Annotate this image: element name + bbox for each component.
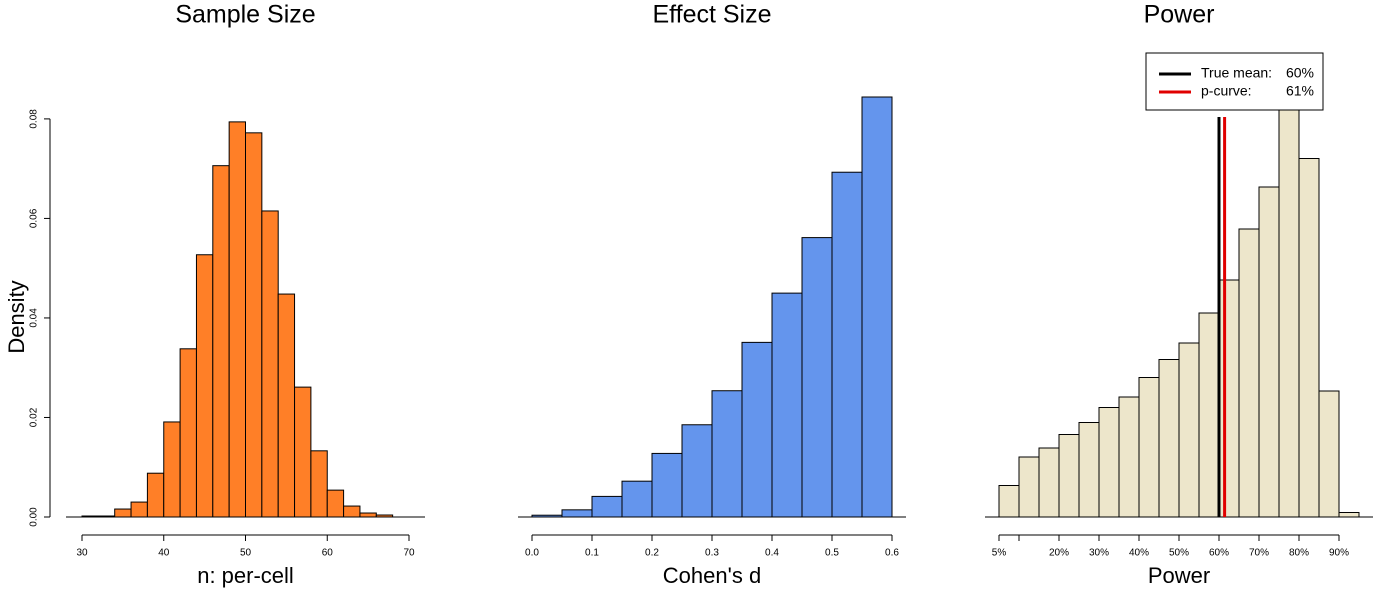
bar [711, 390, 743, 518]
x-tick-label: 20% [1049, 548, 1069, 559]
bar [1018, 456, 1040, 518]
bar [359, 512, 377, 518]
bar [1338, 512, 1360, 518]
bar [1038, 447, 1060, 518]
bar [245, 132, 263, 518]
x-tick-label: 30 [76, 548, 88, 559]
x-tick-label: 0.2 [645, 548, 659, 559]
bar [1218, 279, 1240, 518]
bar [771, 292, 803, 518]
bar [1298, 158, 1320, 518]
legend-box [1145, 52, 1324, 111]
bar [261, 210, 279, 518]
x-tick-label: 40% [1129, 548, 1149, 559]
legend-label: p-curve: [1201, 83, 1252, 99]
bar [326, 489, 345, 518]
bar [1098, 407, 1120, 518]
x-tick-label: 0.5 [825, 548, 839, 559]
bar [591, 495, 623, 518]
bar [1198, 312, 1220, 518]
bar [114, 508, 132, 518]
bar [1278, 104, 1300, 518]
x-axis-title: n: per-cell [197, 563, 294, 588]
bar [651, 452, 683, 518]
bar [277, 293, 296, 518]
legend-value: 61% [1286, 83, 1314, 99]
bar [861, 96, 893, 518]
x-tick-label: 0.3 [705, 548, 719, 559]
bar [146, 472, 165, 518]
chart-title: Sample Size [175, 1, 315, 29]
y-axis-title: Density [4, 280, 29, 353]
bar [1158, 359, 1180, 518]
bar [1318, 390, 1340, 518]
bar [1118, 396, 1140, 518]
bar [81, 515, 99, 518]
bar [1238, 228, 1260, 518]
bar [375, 514, 394, 518]
x-tick-label: 90% [1329, 548, 1349, 559]
x-tick-label: 70% [1249, 548, 1269, 559]
x-axis-title: Power [1148, 563, 1210, 588]
bar [1138, 377, 1160, 518]
x-tick-label: 50 [240, 548, 252, 559]
bar [531, 514, 563, 518]
bar [741, 341, 773, 518]
y-tick-label: 0.06 [29, 208, 40, 228]
y-tick-label: 0.08 [29, 109, 40, 129]
bar [343, 505, 361, 518]
bar [801, 237, 833, 518]
bar [163, 421, 181, 518]
bar [294, 386, 312, 518]
x-tick-label: 70 [403, 548, 415, 559]
y-tick-label: 0.00 [29, 507, 40, 527]
bar [1058, 434, 1080, 518]
bar [212, 165, 230, 518]
bar [1078, 422, 1100, 518]
y-tick-label: 0.02 [29, 407, 40, 427]
x-tick-label: 50% [1169, 548, 1189, 559]
legend-label: True mean: [1201, 65, 1272, 81]
bar [1258, 186, 1280, 518]
chart-title: Power [1144, 1, 1215, 29]
bar [998, 485, 1020, 518]
bar [1178, 342, 1200, 518]
x-tick-label: 5% [992, 548, 1007, 559]
bar [97, 515, 116, 518]
x-tick-label: 80% [1289, 548, 1309, 559]
legend-value: 60% [1286, 65, 1314, 81]
x-tick-label: 0.4 [765, 548, 779, 559]
bar [831, 171, 863, 518]
bar [561, 509, 593, 518]
bar [621, 480, 653, 518]
bar [681, 424, 713, 518]
x-tick-label: 0.0 [525, 548, 539, 559]
x-tick-label: 0.6 [885, 548, 899, 559]
bar [228, 121, 246, 518]
bar [195, 254, 214, 518]
bar [179, 348, 197, 518]
chart-title: Effect Size [652, 1, 771, 29]
x-tick-label: 60% [1209, 548, 1229, 559]
y-tick-label: 0.04 [29, 308, 40, 328]
bar [310, 450, 328, 518]
x-axis-title: Cohen's d [663, 563, 761, 588]
x-tick-label: 40 [158, 548, 170, 559]
x-tick-label: 60 [322, 548, 334, 559]
x-tick-label: 0.1 [585, 548, 599, 559]
x-tick-label: 30% [1089, 548, 1109, 559]
bar [130, 501, 148, 518]
